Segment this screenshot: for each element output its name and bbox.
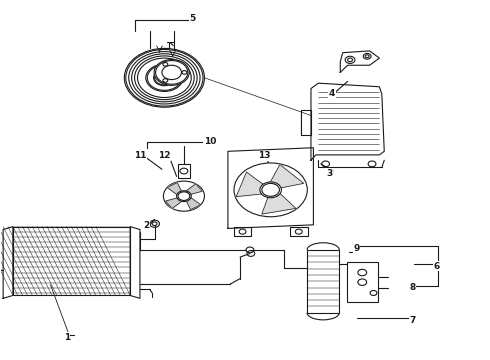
Text: 9: 9: [353, 244, 360, 253]
Circle shape: [347, 58, 352, 62]
Circle shape: [176, 191, 191, 202]
Circle shape: [365, 55, 369, 58]
Circle shape: [234, 163, 307, 217]
Bar: [307, 250, 339, 313]
Polygon shape: [130, 226, 140, 298]
Text: 7: 7: [410, 316, 416, 325]
Text: 1: 1: [64, 333, 70, 342]
Circle shape: [163, 181, 204, 211]
Bar: [301, 110, 311, 135]
Text: 2: 2: [143, 221, 149, 230]
Circle shape: [146, 64, 183, 91]
Circle shape: [162, 65, 181, 80]
Polygon shape: [236, 172, 268, 197]
Circle shape: [260, 182, 281, 198]
Text: 12: 12: [158, 151, 171, 160]
Polygon shape: [262, 190, 296, 214]
Circle shape: [152, 222, 157, 226]
Text: 10: 10: [204, 137, 216, 146]
Circle shape: [154, 70, 175, 86]
Polygon shape: [311, 83, 384, 160]
Polygon shape: [228, 148, 314, 228]
Text: 8: 8: [410, 283, 416, 292]
Polygon shape: [340, 51, 379, 72]
Circle shape: [154, 59, 189, 85]
Bar: [290, 227, 308, 236]
Text: 4: 4: [329, 89, 335, 98]
Circle shape: [180, 168, 188, 174]
Circle shape: [159, 74, 169, 81]
Bar: [178, 164, 190, 178]
Polygon shape: [3, 226, 13, 298]
Text: 5: 5: [190, 14, 196, 23]
Polygon shape: [185, 196, 201, 210]
Text: 6: 6: [434, 262, 440, 271]
Bar: [346, 262, 378, 302]
Text: 13: 13: [258, 151, 271, 160]
Polygon shape: [268, 165, 304, 189]
Polygon shape: [184, 184, 202, 195]
Text: 11: 11: [134, 151, 146, 160]
Text: 3: 3: [326, 169, 332, 178]
Bar: [13, 226, 130, 296]
Circle shape: [124, 48, 204, 107]
Polygon shape: [167, 183, 183, 196]
Polygon shape: [166, 197, 184, 208]
Bar: [234, 227, 251, 236]
